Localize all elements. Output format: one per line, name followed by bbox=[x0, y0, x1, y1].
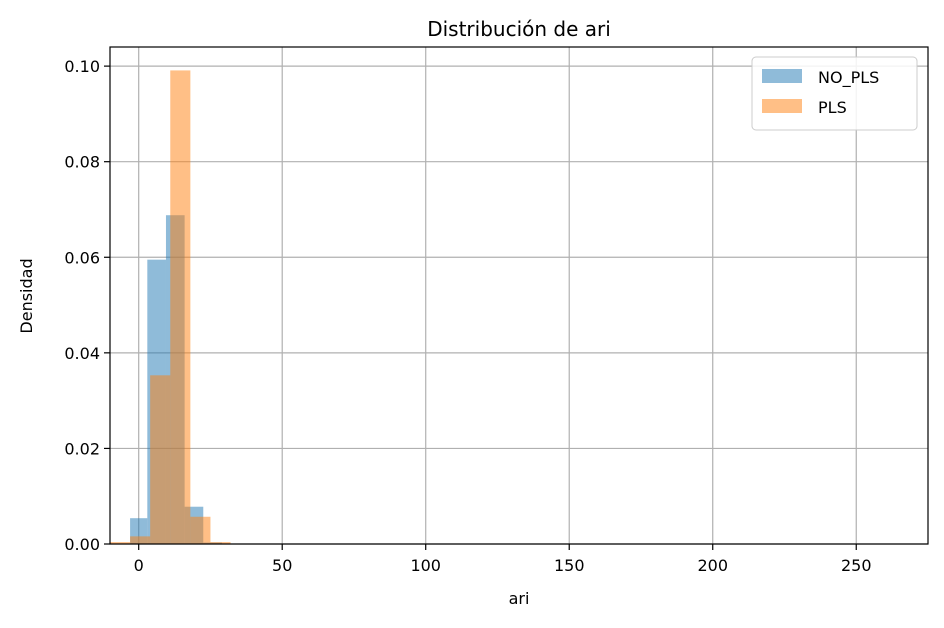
x-tick-label: 100 bbox=[410, 556, 441, 575]
series-pls-bars bbox=[110, 70, 231, 544]
histogram-bar bbox=[210, 542, 231, 544]
chart-title: Distribución de ari bbox=[427, 17, 611, 41]
plot-frame bbox=[109, 46, 929, 545]
y-tick-label: 0.02 bbox=[64, 439, 100, 458]
x-tick-label: 250 bbox=[841, 556, 872, 575]
legend: NO_PLS PLS bbox=[751, 56, 918, 131]
x-axis-label: ari bbox=[509, 589, 530, 608]
histogram-bar bbox=[110, 542, 131, 544]
histogram-bar bbox=[130, 536, 151, 544]
histogram-bar bbox=[150, 375, 171, 544]
y-tick-label: 0.04 bbox=[64, 344, 100, 363]
x-tick-label: 200 bbox=[697, 556, 728, 575]
y-tick-label: 0.08 bbox=[64, 153, 100, 172]
legend-swatch bbox=[762, 69, 802, 83]
histogram-bar bbox=[170, 70, 191, 544]
x-tick-label: 0 bbox=[134, 556, 144, 575]
y-tick-label: 0.06 bbox=[64, 248, 100, 267]
y-tick-label: 0.10 bbox=[64, 57, 100, 76]
histogram-bar bbox=[190, 516, 211, 544]
legend-label: PLS bbox=[818, 98, 847, 117]
y-tick-label: 0.00 bbox=[64, 535, 100, 554]
x-tick-label: 150 bbox=[554, 556, 585, 575]
x-tick-label: 50 bbox=[272, 556, 292, 575]
histogram-bars bbox=[110, 70, 231, 544]
axes: 0 50 100 150 200 250 0.00 0.02 0.04 0.06 0.08 0.10 bbox=[64, 46, 929, 575]
legend-label: NO_PLS bbox=[818, 68, 879, 88]
y-axis-label: Densidad bbox=[17, 258, 36, 333]
legend-swatch bbox=[762, 99, 802, 113]
